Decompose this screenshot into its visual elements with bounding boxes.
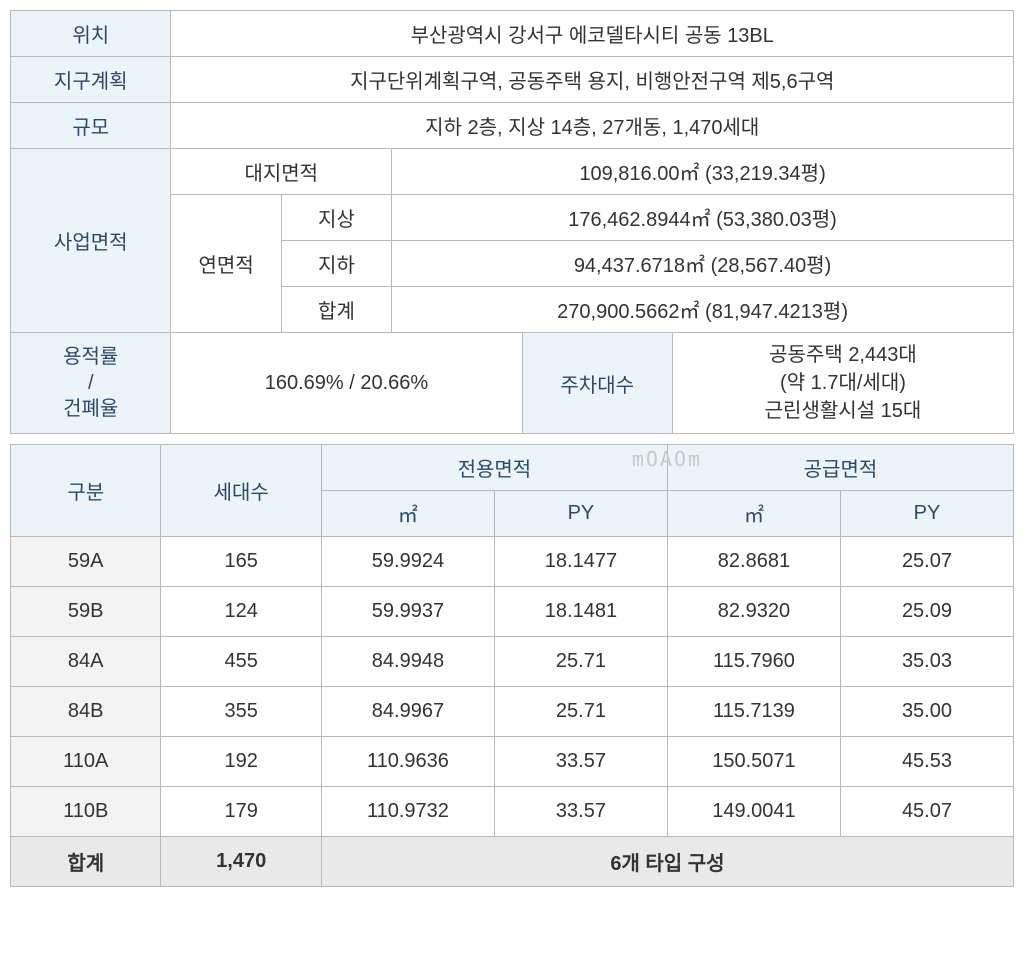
cell-su_m2: 82.9320 bbox=[667, 587, 840, 637]
cell-count: 355 bbox=[161, 687, 321, 737]
cell-count: 124 bbox=[161, 587, 321, 637]
cell-su_m2: 115.7139 bbox=[667, 687, 840, 737]
ratio-value: 160.69% / 20.66% bbox=[171, 333, 522, 434]
parking-line3: 근린생활시설 15대 bbox=[679, 397, 1007, 425]
cell-ex_py: 18.1477 bbox=[494, 537, 667, 587]
land-area-label: 대지면적 bbox=[171, 149, 392, 195]
sum-label: 합계 bbox=[281, 287, 391, 333]
location-value: 부산광역시 강서구 에코델타시티 공동 13BL bbox=[171, 11, 1014, 57]
cell-type: 59B bbox=[11, 587, 161, 637]
cell-ex_py: 25.71 bbox=[494, 687, 667, 737]
col-exclusive: 전용면적 mOAOm bbox=[321, 445, 667, 491]
cell-ex_m2: 84.9948 bbox=[321, 637, 494, 687]
below-label: 지하 bbox=[281, 241, 391, 287]
cell-su_py: 25.09 bbox=[840, 587, 1013, 637]
parking-value: 공동주택 2,443대 (약 1.7대/세대) 근린생활시설 15대 bbox=[672, 333, 1013, 434]
district-label: 지구계획 bbox=[11, 57, 171, 103]
above-value: 176,462.8944㎡ (53,380.03평) bbox=[392, 195, 1014, 241]
total-count: 1,470 bbox=[161, 837, 321, 887]
below-value: 94,437.6718㎡ (28,567.40평) bbox=[392, 241, 1014, 287]
col-su-m2: ㎡ bbox=[667, 491, 840, 537]
scale-value: 지하 2층, 지상 14층, 27개동, 1,470세대 bbox=[171, 103, 1014, 149]
exclusive-label: 전용면적 bbox=[458, 459, 532, 481]
land-area-value: 109,816.00㎡ (33,219.34평) bbox=[392, 149, 1014, 195]
ratio-label: 용적률 / 건폐율 bbox=[11, 333, 171, 434]
cell-ex_py: 33.57 bbox=[494, 787, 667, 837]
cell-ex_m2: 110.9732 bbox=[321, 787, 494, 837]
floor-area-label: 연면적 bbox=[171, 195, 281, 333]
cell-ex_py: 25.71 bbox=[494, 637, 667, 687]
cell-ex_m2: 110.9636 bbox=[321, 737, 494, 787]
cell-count: 179 bbox=[161, 787, 321, 837]
scale-label: 규모 bbox=[11, 103, 171, 149]
district-value: 지구단위계획구역, 공동주택 용지, 비행안전구역 제5,6구역 bbox=[171, 57, 1014, 103]
cell-su_m2: 150.5071 bbox=[667, 737, 840, 787]
cell-count: 192 bbox=[161, 737, 321, 787]
parking-line1: 공동주택 2,443대 bbox=[679, 341, 1007, 369]
cell-ex_m2: 84.9967 bbox=[321, 687, 494, 737]
cell-su_py: 35.00 bbox=[840, 687, 1013, 737]
table-row: 110B179110.973233.57149.004145.07 bbox=[11, 787, 1014, 837]
sum-value: 270,900.5662㎡ (81,947.4213평) bbox=[392, 287, 1014, 333]
cell-type: 84A bbox=[11, 637, 161, 687]
cell-ex_m2: 59.9924 bbox=[321, 537, 494, 587]
col-count: 세대수 bbox=[161, 445, 321, 537]
col-ex-m2: ㎡ bbox=[321, 491, 494, 537]
table-row: 84A45584.994825.71115.796035.03 bbox=[11, 637, 1014, 687]
cell-su_py: 45.53 bbox=[840, 737, 1013, 787]
col-ex-py: PY bbox=[494, 491, 667, 537]
cell-su_m2: 149.0041 bbox=[667, 787, 840, 837]
table-row: 59B12459.993718.148182.932025.09 bbox=[11, 587, 1014, 637]
col-type: 구분 bbox=[11, 445, 161, 537]
cell-su_py: 35.03 bbox=[840, 637, 1013, 687]
col-supply: 공급면적 bbox=[667, 445, 1013, 491]
location-label: 위치 bbox=[11, 11, 171, 57]
cell-su_m2: 115.7960 bbox=[667, 637, 840, 687]
cell-ex_py: 18.1481 bbox=[494, 587, 667, 637]
parking-line2: (약 1.7대/세대) bbox=[679, 369, 1007, 397]
cell-count: 165 bbox=[161, 537, 321, 587]
total-label: 합계 bbox=[11, 837, 161, 887]
cell-ex_py: 33.57 bbox=[494, 737, 667, 787]
parking-label: 주차대수 bbox=[522, 333, 672, 434]
total-note: 6개 타입 구성 bbox=[321, 837, 1013, 887]
col-su-py: PY bbox=[840, 491, 1013, 537]
cell-su_m2: 82.8681 bbox=[667, 537, 840, 587]
cell-su_py: 45.07 bbox=[840, 787, 1013, 837]
cell-type: 110A bbox=[11, 737, 161, 787]
cell-su_py: 25.07 bbox=[840, 537, 1013, 587]
cell-type: 84B bbox=[11, 687, 161, 737]
cell-count: 455 bbox=[161, 637, 321, 687]
above-label: 지상 bbox=[281, 195, 391, 241]
table-row: 110A192110.963633.57150.507145.53 bbox=[11, 737, 1014, 787]
cell-ex_m2: 59.9937 bbox=[321, 587, 494, 637]
cell-type: 110B bbox=[11, 787, 161, 837]
cell-type: 59A bbox=[11, 537, 161, 587]
unit-types-table: 구분 세대수 전용면적 mOAOm 공급면적 ㎡ PY ㎡ PY 59A1655… bbox=[10, 444, 1014, 887]
biz-area-label: 사업면적 bbox=[11, 149, 171, 333]
table-row: 84B35584.996725.71115.713935.00 bbox=[11, 687, 1014, 737]
project-overview-table: 위치 부산광역시 강서구 에코델타시티 공동 13BL 지구계획 지구단위계획구… bbox=[10, 10, 1014, 434]
table-row: 59A16559.992418.147782.868125.07 bbox=[11, 537, 1014, 587]
